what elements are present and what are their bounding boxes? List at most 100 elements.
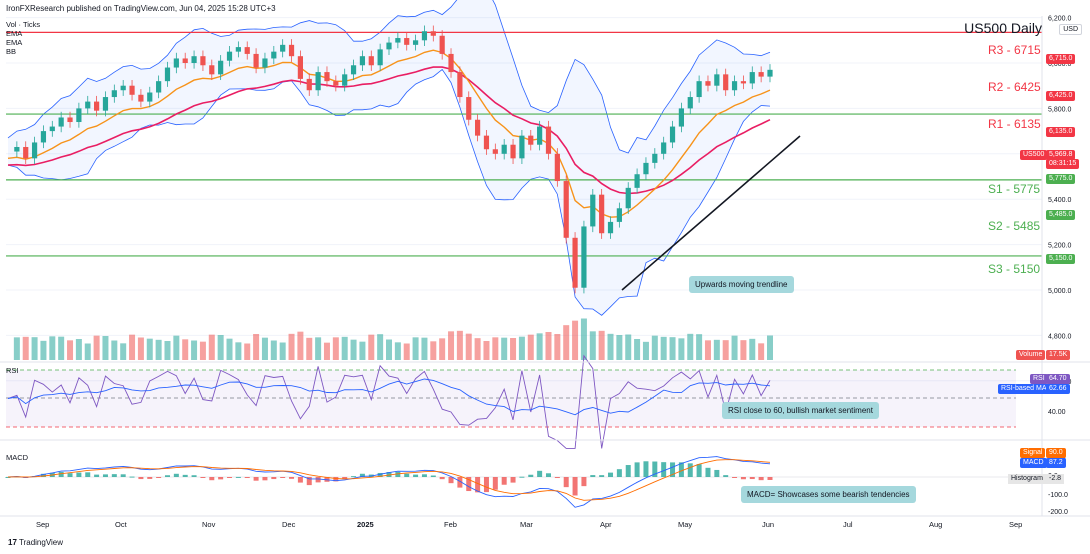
candle-body — [616, 208, 622, 222]
volume-bar — [191, 340, 198, 360]
volume-bar — [235, 342, 242, 360]
candle-body — [758, 72, 764, 77]
candle-body — [669, 126, 676, 143]
candle-body — [483, 135, 490, 150]
volume-bar — [377, 334, 384, 360]
callout-rsi: RSI close to 60, bullish market sentimen… — [722, 402, 879, 419]
candle-body — [271, 51, 277, 59]
indicator-bb[interactable]: BB — [6, 47, 17, 56]
candle-body — [581, 226, 587, 288]
candle-body — [714, 74, 720, 86]
volume-bar — [394, 342, 401, 360]
candle-body — [475, 119, 481, 136]
volume-bar — [49, 336, 56, 360]
candle-body — [731, 81, 738, 91]
macd-pane-label[interactable]: MACD — [6, 453, 29, 462]
macd-histogram-bar — [351, 476, 357, 478]
tag-price: 5,969.8 — [1046, 150, 1076, 160]
indicator-vol[interactable]: Vol · Ticks — [6, 20, 41, 29]
rsi-line — [7, 354, 771, 449]
candle-body — [120, 85, 126, 91]
volume-bar — [421, 337, 428, 360]
signal-value-tag: 90.0 — [1046, 448, 1066, 458]
candle-body — [350, 65, 357, 75]
candle-body — [129, 85, 135, 95]
histogram-label-tag: Histogram — [1008, 474, 1046, 484]
month-label-nov: Nov — [202, 520, 216, 529]
volume-bar — [137, 337, 144, 360]
trendline — [621, 135, 801, 291]
candle-body — [342, 74, 348, 86]
macd-histogram-bar — [705, 467, 711, 477]
volume-bar — [13, 337, 20, 360]
month-label-oct: Oct — [115, 520, 127, 529]
macd-histogram-bar — [687, 463, 693, 477]
candle-body — [404, 38, 410, 45]
volume-bar — [412, 337, 419, 360]
volume-bar — [430, 341, 437, 360]
macd-histogram-bar — [616, 469, 622, 477]
macd-histogram-bar — [333, 477, 339, 482]
macd-histogram-bar — [76, 472, 82, 477]
candle-body — [572, 237, 578, 288]
volume-bar — [315, 337, 322, 360]
candle-body — [643, 162, 649, 175]
month-label-sep: Sep — [36, 520, 50, 529]
macd-histogram-bar — [297, 477, 303, 483]
candle-body — [191, 56, 197, 63]
macd-histogram-bar — [111, 474, 117, 477]
macd-histogram-bar — [625, 465, 631, 477]
candle-body — [138, 94, 144, 102]
level-label-s1: S1 - 5775 — [988, 182, 1041, 196]
macd-histogram-bar — [475, 477, 481, 493]
volume-bar — [678, 338, 685, 360]
volume-bar — [306, 337, 313, 360]
candle-body — [315, 72, 321, 91]
volume-bar — [332, 337, 339, 360]
macd-histogram-bar — [749, 477, 755, 480]
tradingview-logo[interactable]: 17 TradingView — [8, 538, 63, 547]
macd-histogram-bar — [545, 473, 551, 477]
candle-body — [723, 74, 729, 91]
candle-body — [147, 92, 153, 102]
price-tick-label: 5,000.0 — [1048, 288, 1071, 295]
macd-histogram-bar — [696, 464, 702, 477]
candle-body — [767, 69, 773, 77]
month-label-mar: Mar — [520, 520, 533, 529]
candle-body — [678, 108, 684, 127]
volume-bar — [696, 334, 703, 360]
candle-body — [528, 135, 534, 145]
candle-body — [324, 72, 330, 82]
ema-slow-line — [7, 66, 771, 195]
tradingview-logo-icon: 17 — [8, 538, 17, 547]
macd-histogram-bar — [342, 477, 348, 479]
macd-histogram-bar — [501, 477, 507, 485]
macd-histogram-bar — [209, 477, 215, 481]
tag-s2: 5,485.0 — [1046, 210, 1076, 220]
month-label-feb: Feb — [444, 520, 457, 529]
tag-s1: 5,775.0 — [1046, 174, 1076, 184]
volume-bar — [722, 340, 729, 360]
volume-bar — [767, 335, 773, 360]
macd-histogram-bar — [244, 477, 250, 479]
candle-body — [280, 44, 286, 52]
level-label-r1: R1 - 6135 — [988, 117, 1041, 131]
candle-body — [173, 58, 179, 68]
indicator-ema-1[interactable]: EMA — [6, 29, 23, 38]
volume-bar — [297, 331, 304, 360]
currency-label[interactable]: USD — [1059, 24, 1082, 35]
candle-body — [377, 49, 383, 66]
candle-body — [288, 44, 295, 57]
candle-body — [501, 144, 507, 154]
indicator-ema-2[interactable]: EMA — [6, 38, 23, 47]
rsi-pane-label[interactable]: RSI — [6, 366, 19, 375]
candle-body — [430, 31, 436, 36]
volume-bar — [155, 339, 162, 360]
volume-bars — [13, 318, 773, 360]
candle-body — [510, 144, 516, 159]
macd-histogram-bar — [758, 477, 764, 481]
volume-bar — [545, 332, 552, 360]
volume-bar — [669, 337, 676, 360]
macd-histogram-bar — [227, 477, 233, 478]
